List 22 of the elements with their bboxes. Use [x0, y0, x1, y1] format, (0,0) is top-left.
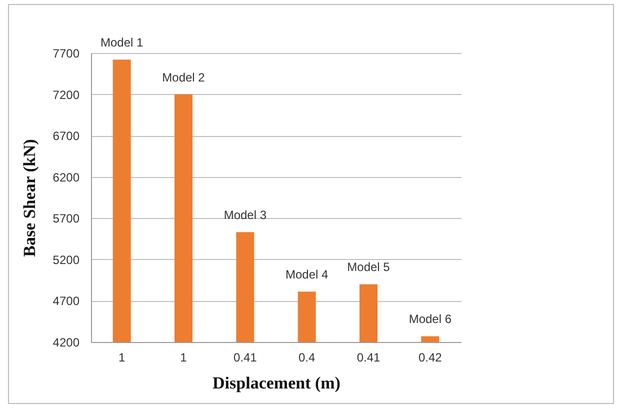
data-label: Model 2: [162, 70, 206, 84]
x-tick-label: 0.4: [298, 350, 316, 364]
data-label: Model 1: [100, 36, 144, 50]
x-tick-label: 0.41: [356, 350, 380, 364]
x-tick-label: 0.41: [233, 350, 258, 364]
data-label: Model 3: [224, 208, 267, 222]
y-tick-label: 4700: [52, 294, 80, 308]
data-label: Model 5: [347, 260, 390, 274]
y-tick-label: 6200: [52, 170, 80, 184]
x-axis-title: Displacement (m): [212, 374, 340, 392]
data-label: Model 4: [285, 268, 328, 282]
y-tick-label: 5700: [52, 212, 80, 226]
x-tick-label: 1: [180, 350, 188, 364]
x-tick-label: 0.42: [418, 350, 442, 364]
y-tick-label: 4200: [52, 336, 80, 350]
y-tick-label: 7200: [52, 88, 80, 102]
y-tick-label: 5200: [52, 252, 80, 267]
x-tick-label: 1: [118, 350, 126, 364]
y-tick-label: 7700: [52, 46, 80, 60]
y-tick-label: 6700: [52, 129, 80, 144]
data-label: Model 6: [408, 312, 452, 326]
y-axis-title: Base Shear (kN): [20, 139, 39, 257]
